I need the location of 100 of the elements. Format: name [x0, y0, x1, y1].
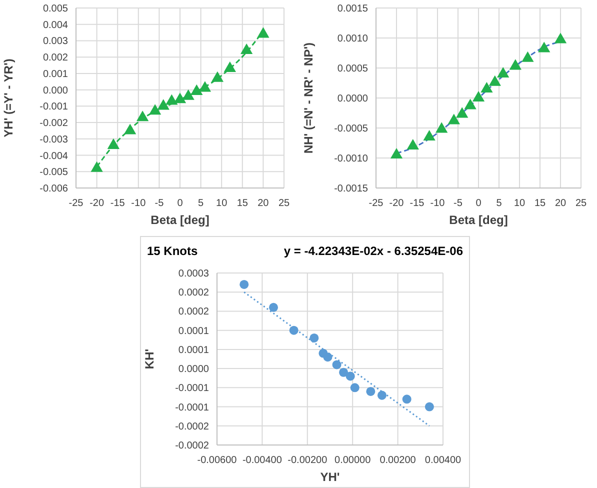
text: y = -4.22343E-02x - 6.35254E-06: [284, 244, 463, 258]
point: [346, 372, 355, 381]
y-tick-label: 0.002: [42, 52, 68, 64]
y-tick-label: -0.0015: [334, 184, 368, 194]
y-axis-title: YH' (=Y' - YR'): [1, 58, 16, 138]
point: [124, 124, 136, 134]
y-tick-label: 0.005: [42, 4, 68, 14]
y-tick-label: -0.002: [40, 118, 68, 130]
x-tick-label: -25: [68, 198, 84, 209]
chart-title: 15 Knots: [147, 244, 198, 258]
y-tick-label: 0.0002: [178, 306, 210, 318]
point: [366, 386, 376, 396]
point: [268, 302, 278, 312]
x-tick-label: 0: [177, 198, 184, 209]
point: [350, 383, 360, 392]
point: [257, 27, 270, 38]
y-tick-label: 0.0015: [337, 4, 368, 14]
x-tick-label: -5: [454, 198, 463, 209]
x-tick-label: -0.00200: [288, 455, 328, 466]
x-tick-label: 0.00400: [424, 455, 462, 466]
point: [310, 333, 319, 342]
point: [332, 360, 342, 370]
y-tick-label: 0.0005: [337, 64, 368, 74]
point: [174, 92, 186, 104]
point: [107, 138, 120, 149]
point: [554, 32, 567, 44]
point: [406, 138, 419, 150]
y-tick-label: -0.001: [40, 102, 68, 113]
y-tick-label: -0.006: [40, 184, 68, 194]
x-tick-label: -15: [410, 198, 425, 209]
point: [509, 59, 522, 70]
y-tick-label: 0.0001: [178, 344, 210, 356]
point: [190, 84, 203, 95]
point: [436, 122, 448, 133]
point: [497, 66, 510, 78]
point: [522, 51, 534, 62]
point: [148, 104, 162, 115]
x-tick-label: 0: [476, 198, 482, 209]
point: [472, 90, 485, 102]
y-tick-label: 0.0002: [178, 288, 210, 299]
x-tick-label: 10: [514, 198, 526, 209]
point: [224, 62, 236, 72]
x-tick-label: 20: [258, 198, 270, 209]
y-tick-label: 0.003: [42, 36, 68, 48]
x-tick-label: 0.00000: [334, 455, 372, 466]
x-tick-label: -0.00400: [242, 455, 282, 466]
point: [198, 81, 212, 92]
y-tick-label: -0.005: [40, 167, 68, 178]
x-tick-label: 15: [236, 198, 248, 209]
x-tick-label: -10: [430, 198, 446, 209]
y-tick-label: 0.0001: [178, 326, 210, 337]
point: [90, 161, 103, 172]
x-tick-label: -0.00600: [197, 455, 238, 466]
x-tick-label: -25: [368, 198, 384, 209]
y-tick-label: -0.0005: [334, 124, 368, 134]
point: [448, 114, 460, 124]
y-tick-label: -0.0002: [175, 421, 210, 432]
y-tick-label: -0.004: [40, 150, 68, 162]
x-tick-label: 25: [278, 198, 290, 209]
point: [480, 82, 493, 93]
y-tick-label: -0.0010: [334, 154, 368, 164]
point: [424, 402, 434, 412]
x-tick-label: 10: [216, 198, 228, 209]
point: [423, 130, 436, 141]
point: [488, 75, 501, 86]
point: [157, 99, 170, 110]
y-tick-label: 0.0003: [178, 268, 210, 280]
x-tick-label: -15: [110, 198, 126, 209]
x-tick-label: 25: [575, 198, 587, 209]
y-tick-label: -0.0002: [175, 440, 210, 452]
point: [166, 94, 178, 105]
y-tick-label: -0.0001: [175, 402, 210, 414]
point: [464, 98, 476, 110]
point: [323, 352, 332, 362]
point: [538, 42, 550, 52]
x-tick-label: -10: [131, 198, 146, 209]
y-tick-label: 0.0000: [178, 364, 210, 376]
y-axis-title: KH': [142, 348, 156, 370]
y-axis-title: NH' (=N' - NR' - NP'): [301, 42, 316, 154]
x-axis-title: YH': [320, 470, 340, 484]
x-tick-label: -20: [389, 198, 404, 209]
x-tick-label: 0.00200: [380, 455, 416, 466]
x-tick-label: 15: [534, 198, 546, 209]
point: [390, 148, 403, 159]
point: [136, 110, 149, 122]
point: [182, 89, 194, 100]
x-tick-label: 5: [496, 198, 502, 209]
point: [211, 71, 224, 82]
x-axis-title: Beta [deg]: [449, 213, 508, 227]
y-tick-label: 0.004: [42, 20, 68, 31]
point: [377, 390, 386, 400]
point: [289, 326, 298, 335]
point: [402, 394, 412, 404]
point: [339, 368, 348, 377]
y-tick-label: 0.000: [42, 85, 68, 96]
y-tick-label: -0.003: [40, 134, 68, 146]
x-tick-label: 20: [554, 198, 566, 209]
point: [240, 44, 253, 54]
x-tick-label: -5: [154, 198, 164, 209]
point: [456, 107, 468, 118]
